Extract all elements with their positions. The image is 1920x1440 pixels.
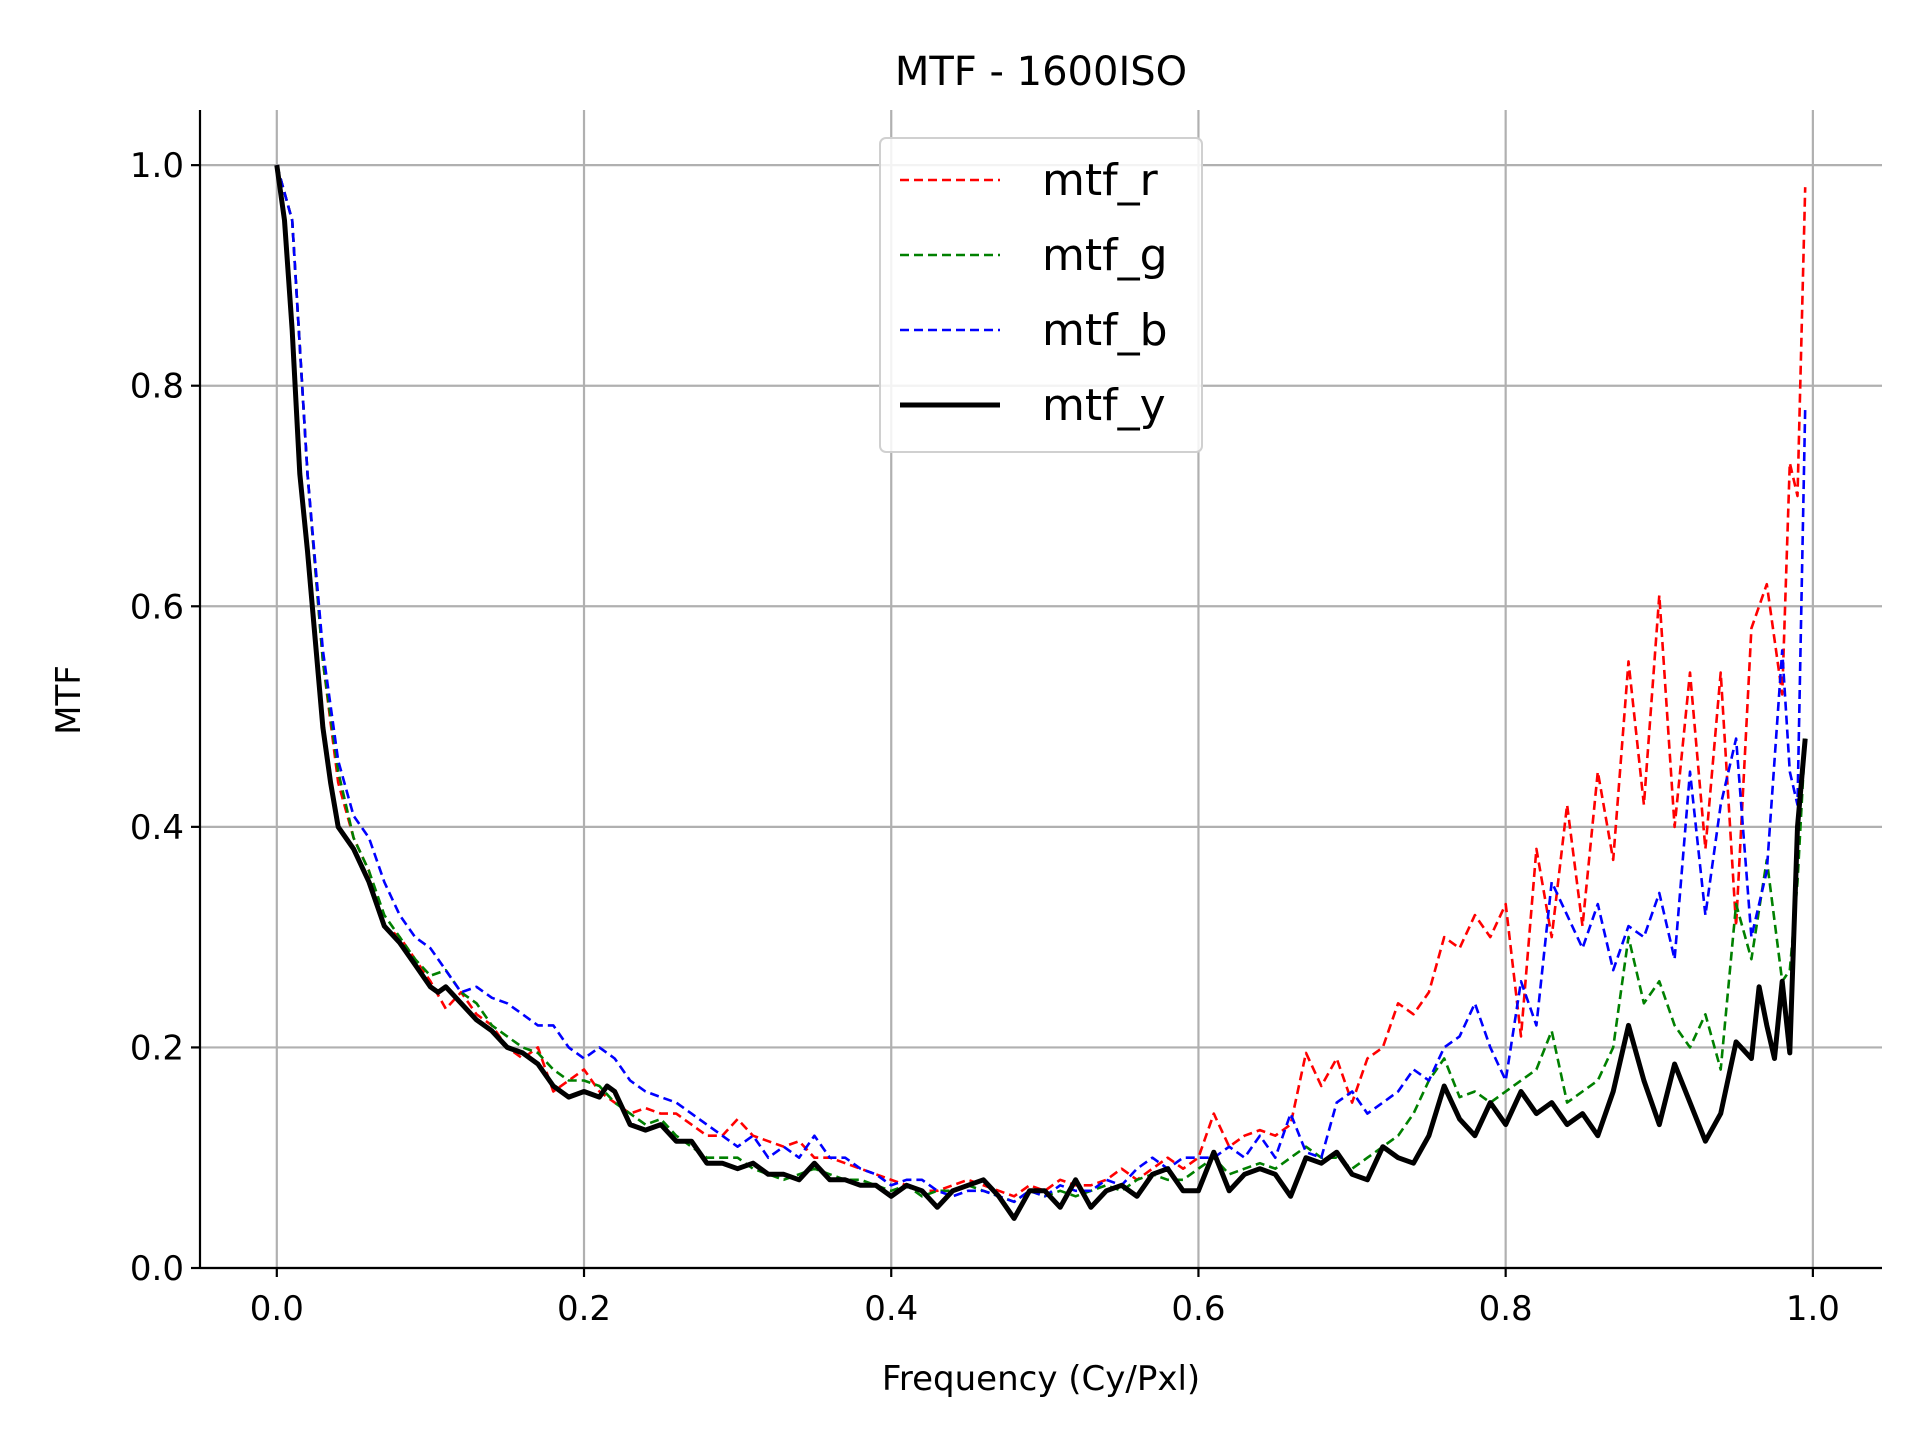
- y-tick-label: 1.0: [130, 146, 184, 186]
- legend-frame: [879, 137, 1203, 453]
- x-tick-label: 1.0: [1786, 1289, 1840, 1329]
- series-line-mtf-r: [275, 164, 1807, 1198]
- x-tick-label: 0.2: [557, 1289, 611, 1329]
- series-line-mtf-b: [275, 164, 1807, 1204]
- x-tick-label: 0.0: [250, 1289, 304, 1329]
- x-tick-label: 0.4: [864, 1289, 918, 1329]
- y-axis-label: MTF: [49, 665, 89, 735]
- x-axis-label: Frequency (Cy/Pxl): [882, 1359, 1200, 1399]
- x-tick-label: 0.8: [1479, 1289, 1533, 1329]
- legend-label-mtf-y: mtf_y: [1042, 380, 1166, 431]
- y-tick-label: 0.4: [130, 808, 184, 848]
- legend: mtf_r mtf_g mtf_b mtf_y: [879, 137, 1203, 453]
- y-tick-label: 0.2: [130, 1028, 184, 1068]
- y-tick-label: 0.8: [130, 367, 184, 407]
- legend-label-mtf-g: mtf_g: [1042, 230, 1168, 281]
- series-line-mtf-g: [275, 164, 1807, 1204]
- legend-label-mtf-b: mtf_b: [1042, 305, 1168, 356]
- series-line-mtf-y: [274, 164, 1808, 1221]
- axes: 0.0 0.2 0.4 0.6 0.8 1.0 0.0 0.2 0.4 0.6 0.8 1.0: [130, 110, 1882, 1329]
- y-tick-label: 0.6: [130, 587, 184, 627]
- x-tick-label: 0.6: [1171, 1289, 1225, 1329]
- legend-label-mtf-r: mtf_r: [1042, 155, 1159, 206]
- series-lines: [274, 164, 1808, 1221]
- chart-title: MTF - 1600ISO: [895, 49, 1187, 95]
- y-tick-label: 0.0: [130, 1249, 184, 1289]
